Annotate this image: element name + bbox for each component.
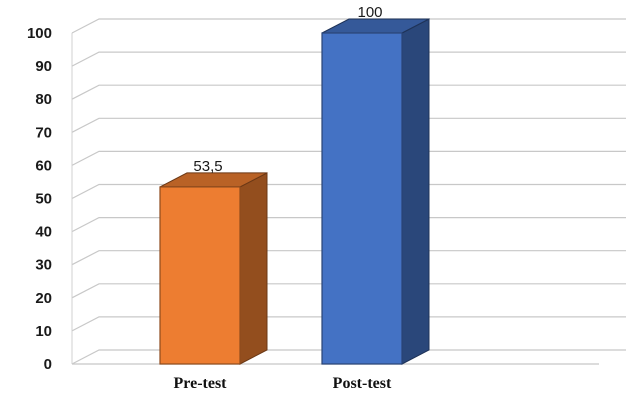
gridline: [71, 183, 626, 200]
gridline: [71, 84, 626, 100]
gridline: [71, 217, 626, 233]
gridline: [71, 250, 626, 266]
y-tick-label: 60: [35, 157, 52, 174]
gridline: [71, 18, 626, 34]
bar-side-face: [239, 172, 268, 365]
gridline: [71, 349, 626, 365]
gridline: [71, 117, 626, 133]
bar-front-face: [159, 186, 241, 365]
bar-front-face: [321, 32, 403, 365]
y-tick-label: 30: [35, 257, 52, 274]
gridline: [71, 283, 626, 299]
x-axis-ticks: Pre-test Post-test: [174, 375, 392, 392]
x-tick-label: Pre-test: [174, 375, 228, 392]
y-tick-label: 100: [27, 25, 52, 42]
gridline: [71, 150, 626, 166]
y-axis-ticks: 0 10 20 30 40 50 60 70 80 90 100: [27, 25, 52, 373]
x-tick-label: Post-test: [333, 375, 392, 392]
data-label: 100: [357, 4, 382, 21]
gridline: [71, 316, 626, 332]
data-label: 53,5: [193, 158, 222, 175]
bars: [159, 18, 430, 365]
y-tick-label: 20: [35, 290, 52, 307]
data-labels: 53,5 100: [193, 4, 382, 175]
y-tick-label: 10: [35, 323, 52, 340]
bar-post-test: [321, 18, 430, 365]
bar-pre-test: [159, 172, 268, 365]
y-tick-label: 80: [35, 91, 52, 108]
y-tick-label: 90: [35, 58, 52, 75]
y-tick-label: 0: [44, 356, 52, 373]
y-tick-label: 70: [35, 124, 52, 141]
gridlines: [71, 18, 626, 365]
gridline: [71, 51, 626, 67]
y-tick-label: 50: [35, 191, 52, 208]
y-tick-label: 40: [35, 224, 52, 241]
bar-side-face: [401, 18, 430, 365]
